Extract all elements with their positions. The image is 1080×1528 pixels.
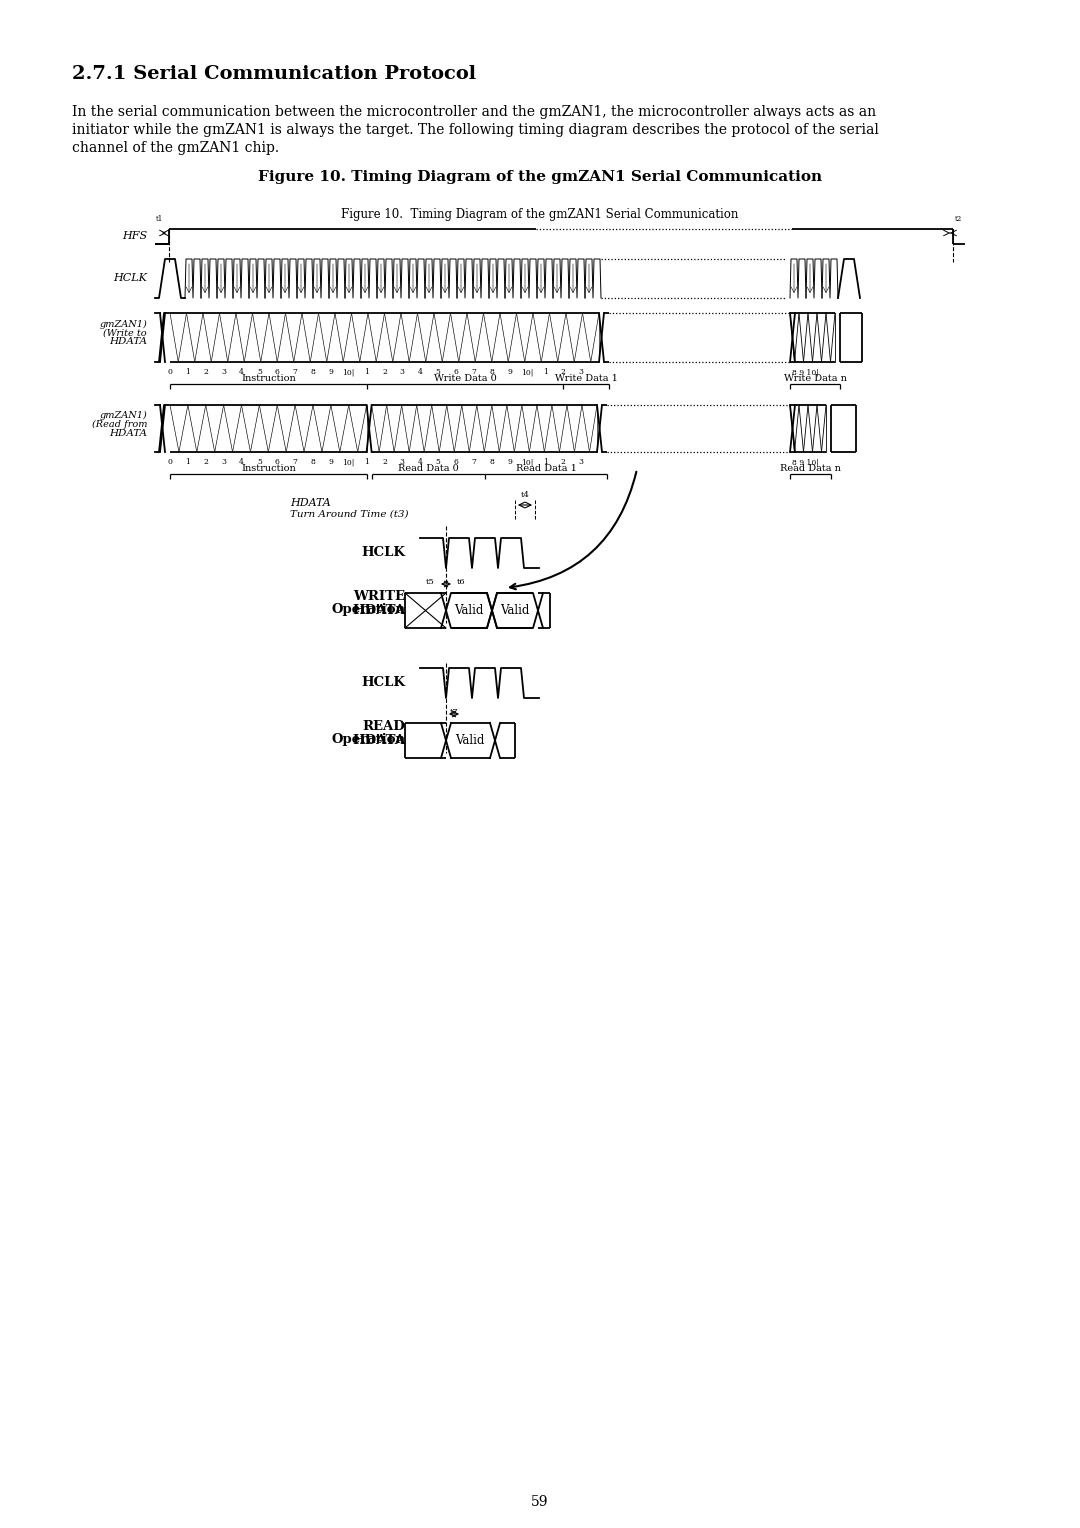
Text: 10|: 10| <box>522 368 534 376</box>
Text: HDATA: HDATA <box>352 604 405 616</box>
Text: 9: 9 <box>328 368 334 376</box>
Text: 4: 4 <box>418 368 422 376</box>
Text: gmZAN1): gmZAN1) <box>99 411 147 420</box>
Text: t6: t6 <box>457 578 465 587</box>
Text: Write Data 0: Write Data 0 <box>433 374 497 384</box>
Text: Write Data 1: Write Data 1 <box>555 374 618 384</box>
Text: 2: 2 <box>203 458 208 466</box>
Text: Turn Around Time (t3): Turn Around Time (t3) <box>291 510 408 520</box>
Text: 6: 6 <box>274 368 280 376</box>
Text: t7: t7 <box>449 707 458 717</box>
Text: HFS: HFS <box>122 231 147 241</box>
Text: 8 9 10|: 8 9 10| <box>792 368 819 376</box>
Text: (Write to: (Write to <box>104 329 147 338</box>
Text: channel of the gmZAN1 chip.: channel of the gmZAN1 chip. <box>72 141 279 154</box>
Text: HDATA: HDATA <box>109 428 147 437</box>
Text: HDATA: HDATA <box>291 498 330 507</box>
Text: 4: 4 <box>239 458 244 466</box>
Text: Figure 10.  Timing Diagram of the gmZAN1 Serial Communication: Figure 10. Timing Diagram of the gmZAN1 … <box>341 208 739 222</box>
Text: 2: 2 <box>382 368 387 376</box>
Text: 1: 1 <box>186 368 190 376</box>
Text: 9: 9 <box>508 368 512 376</box>
Text: 7: 7 <box>472 458 476 466</box>
Text: In the serial communication between the microcontroller and the gmZAN1, the micr: In the serial communication between the … <box>72 105 876 119</box>
Text: 1: 1 <box>364 368 369 376</box>
Text: 5: 5 <box>257 368 261 376</box>
Text: Valid: Valid <box>456 733 485 747</box>
Text: HDATA: HDATA <box>352 733 405 747</box>
Text: 7: 7 <box>293 368 298 376</box>
Text: 3: 3 <box>579 368 583 376</box>
Text: Valid: Valid <box>455 604 484 616</box>
Text: 9: 9 <box>508 458 512 466</box>
Text: Operation: Operation <box>330 733 405 746</box>
Text: (Read from: (Read from <box>92 420 147 428</box>
Text: HCLK: HCLK <box>361 547 405 559</box>
Text: 2: 2 <box>561 368 566 376</box>
Text: gmZAN1): gmZAN1) <box>99 319 147 329</box>
Text: 3: 3 <box>579 458 583 466</box>
Text: 8: 8 <box>311 368 315 376</box>
Text: 4: 4 <box>418 458 422 466</box>
Text: 5: 5 <box>257 458 261 466</box>
Text: HDATA: HDATA <box>109 338 147 347</box>
Text: 2: 2 <box>382 458 387 466</box>
Text: 5: 5 <box>435 458 441 466</box>
Text: 10|: 10| <box>522 458 534 466</box>
Text: 5: 5 <box>435 368 441 376</box>
Text: 4: 4 <box>239 368 244 376</box>
Text: 2.7.1 Serial Communication Protocol: 2.7.1 Serial Communication Protocol <box>72 66 476 83</box>
Text: 59: 59 <box>531 1494 549 1510</box>
Text: 3: 3 <box>221 458 226 466</box>
Text: Figure 10. Timing Diagram of the gmZAN1 Serial Communication: Figure 10. Timing Diagram of the gmZAN1 … <box>258 170 822 183</box>
Text: t1: t1 <box>156 215 163 223</box>
Text: 0: 0 <box>167 368 173 376</box>
Text: 8 9 10|: 8 9 10| <box>792 458 819 466</box>
Text: 6: 6 <box>454 368 458 376</box>
Text: Operation: Operation <box>330 604 405 616</box>
Text: 0: 0 <box>167 458 173 466</box>
Text: 6: 6 <box>274 458 280 466</box>
Text: 3: 3 <box>400 458 405 466</box>
Text: Read Data n: Read Data n <box>780 465 841 474</box>
Text: t4: t4 <box>521 490 529 500</box>
Text: 7: 7 <box>293 458 298 466</box>
Text: t2: t2 <box>955 215 962 223</box>
Text: 1: 1 <box>543 368 548 376</box>
Text: Read Data 1: Read Data 1 <box>516 465 577 474</box>
Text: 1: 1 <box>186 458 190 466</box>
Text: Read Data 0: Read Data 0 <box>399 465 459 474</box>
Text: Instruction: Instruction <box>241 465 296 474</box>
Text: 3: 3 <box>221 368 226 376</box>
Text: WRITE: WRITE <box>353 590 405 604</box>
Text: Write Data n: Write Data n <box>784 374 847 384</box>
Text: 8: 8 <box>489 458 495 466</box>
Text: 8: 8 <box>311 458 315 466</box>
Text: initiator while the gmZAN1 is always the target. The following timing diagram de: initiator while the gmZAN1 is always the… <box>72 122 879 138</box>
Text: 8: 8 <box>489 368 495 376</box>
Text: Valid: Valid <box>500 604 529 616</box>
Text: Instruction: Instruction <box>241 374 296 384</box>
Text: 1: 1 <box>364 458 369 466</box>
Text: HCLK: HCLK <box>361 677 405 689</box>
Text: 7: 7 <box>472 368 476 376</box>
Text: 2: 2 <box>561 458 566 466</box>
Text: 3: 3 <box>400 368 405 376</box>
Text: 2: 2 <box>203 368 208 376</box>
Text: 9: 9 <box>328 458 334 466</box>
Text: 10|: 10| <box>342 368 355 376</box>
Text: 1: 1 <box>543 458 548 466</box>
Text: READ: READ <box>362 720 405 733</box>
Text: HCLK: HCLK <box>113 274 147 283</box>
Text: t5: t5 <box>427 578 435 587</box>
Text: 10|: 10| <box>342 458 355 466</box>
Text: 6: 6 <box>454 458 458 466</box>
